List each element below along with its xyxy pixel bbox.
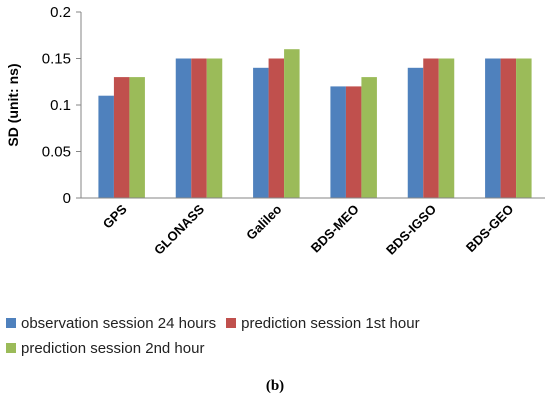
- x-tick-label-gps: GPS: [100, 201, 130, 231]
- y-tick-label: 0.15: [42, 51, 71, 68]
- y-tick-label: 0: [63, 190, 71, 207]
- bar-bds-meo-series-2: [345, 86, 362, 198]
- bar-glonass-series-1: [175, 58, 192, 198]
- bar-bds-igso-series-2: [423, 58, 439, 198]
- bar-glonass-series-2: [191, 58, 207, 198]
- x-tick-label-bds-meo: BDS-MEO: [308, 202, 362, 256]
- x-tick-label-galileo: Galileo: [243, 201, 284, 242]
- legend-row-2: prediction session 2nd hour: [6, 337, 546, 359]
- bar-chart: 0 0.05 0.1 0.15 0.2 GPS GLONASS Galileo BDS-MEO…: [5, 4, 545, 258]
- bar-bds-igso-series-3: [438, 58, 455, 198]
- bar-gps-series-3: [129, 77, 145, 198]
- x-axis-labels: GPS GLONASS Galileo BDS-MEO BDS-IGSO BDS-GEO: [100, 201, 517, 257]
- bar-gps-series-2: [113, 77, 130, 198]
- panel-label: (b): [265, 378, 285, 394]
- y-tick-label: 0.2: [50, 4, 71, 21]
- x-tick-label-bds-igso: BDS-IGSO: [383, 202, 439, 258]
- legend-item-observation: observation session 24 hours: [6, 315, 216, 332]
- bar-bds-igso-series-1: [407, 67, 424, 198]
- x-tick-label-bds-geo: BDS-GEO: [463, 202, 517, 256]
- y-tick-label: 0.05: [42, 144, 71, 161]
- legend-item-prediction-1st: prediction session 1st hour: [226, 314, 420, 332]
- bar-bds-geo-series-2: [500, 58, 517, 198]
- y-tick-label: 0.1: [50, 97, 71, 114]
- bar-bds-geo-series-1: [485, 58, 501, 198]
- bar-galileo-series-3: [284, 49, 300, 199]
- legend: observation session 24 hours prediction …: [6, 312, 546, 362]
- y-axis-label: SD (unit: ns): [5, 63, 21, 146]
- legend-row-1: observation session 24 hours prediction …: [6, 312, 546, 334]
- legend-item-prediction-2nd: prediction session 2nd hour: [6, 340, 204, 357]
- bar-glonass-series-3: [206, 58, 223, 198]
- legend-label-prediction-2nd: prediction session 2nd hour: [21, 339, 205, 357]
- bar-galileo-series-2: [268, 58, 285, 198]
- bars: [98, 49, 532, 199]
- legend-label-observation: observation session 24 hours: [21, 314, 217, 332]
- bar-bds-meo-series-1: [330, 86, 346, 198]
- bar-galileo-series-1: [253, 67, 269, 198]
- x-tick-label-glonass: GLONASS: [151, 201, 207, 257]
- bar-bds-meo-series-3: [361, 77, 377, 198]
- legend-swatch-prediction-1st: [226, 318, 237, 328]
- bar-gps-series-1: [98, 95, 114, 198]
- bar-bds-geo-series-3: [516, 58, 532, 198]
- legend-label-prediction-1st: prediction session 1st hour: [241, 314, 420, 332]
- y-axis-ticks: 0 0.05 0.1 0.15 0.2: [42, 4, 81, 207]
- legend-swatch-observation: [6, 318, 16, 328]
- legend-swatch-prediction-2nd: [6, 343, 16, 353]
